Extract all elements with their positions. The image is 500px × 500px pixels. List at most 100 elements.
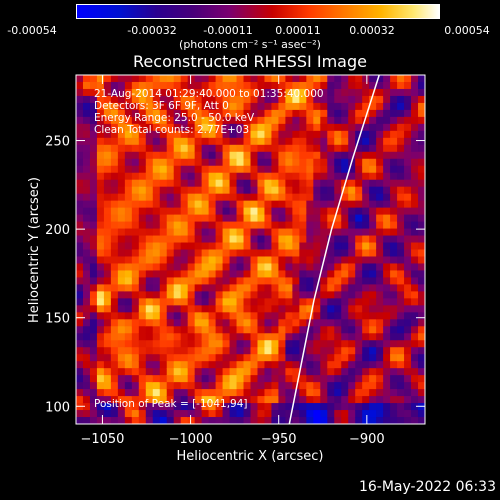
heatmap-cell bbox=[138, 130, 147, 139]
heatmap-cell bbox=[299, 298, 307, 306]
heatmap-cell bbox=[327, 193, 335, 202]
heatmap-cell bbox=[194, 116, 203, 125]
heatmap-cell bbox=[313, 382, 321, 390]
heatmap-cell bbox=[355, 151, 363, 160]
heatmap-cell bbox=[194, 340, 203, 348]
heatmap-cell bbox=[292, 256, 300, 265]
heatmap-cell bbox=[383, 200, 391, 209]
heatmap-cell bbox=[355, 81, 363, 90]
heatmap-cell bbox=[404, 207, 412, 216]
heatmap-cell bbox=[103, 417, 112, 424]
heatmap-cell bbox=[383, 389, 391, 397]
heatmap-cell bbox=[285, 270, 293, 279]
heatmap-cell bbox=[362, 326, 370, 334]
heatmap-cell bbox=[152, 228, 161, 237]
heatmap-cell bbox=[341, 403, 349, 411]
heatmap-cell bbox=[299, 403, 307, 411]
heatmap-cell bbox=[341, 235, 349, 244]
heatmap-cell bbox=[222, 340, 231, 348]
heatmap-cell bbox=[397, 221, 405, 230]
heatmap-cell bbox=[194, 151, 203, 160]
heatmap-cell bbox=[173, 291, 182, 299]
heatmap-cell bbox=[166, 396, 175, 404]
heatmap-cell bbox=[257, 403, 266, 411]
heatmap-cell bbox=[76, 340, 84, 348]
heatmap-cell bbox=[369, 347, 377, 355]
heatmap-cell bbox=[180, 186, 189, 195]
heatmap-cell bbox=[278, 270, 286, 279]
heatmap-cell bbox=[124, 298, 133, 306]
heatmap-cell bbox=[327, 270, 335, 279]
heatmap-cell bbox=[376, 109, 384, 118]
heatmap-cell bbox=[222, 214, 231, 223]
heatmap-cell bbox=[250, 75, 259, 83]
heatmap-cell bbox=[369, 235, 377, 244]
heatmap-cell bbox=[187, 291, 196, 299]
heatmap-cell bbox=[257, 200, 266, 209]
heatmap-cell bbox=[348, 305, 356, 313]
heatmap-cell bbox=[243, 270, 252, 279]
heatmap-cell bbox=[229, 200, 238, 209]
heatmap-cell bbox=[187, 361, 196, 369]
heatmap-cell bbox=[173, 102, 182, 111]
heatmap-cell bbox=[341, 75, 349, 83]
heatmap-cell bbox=[117, 354, 126, 362]
heatmap-cell bbox=[362, 270, 370, 279]
heatmap-cell bbox=[110, 375, 119, 383]
heatmap-cell bbox=[341, 151, 349, 160]
y-tick-label: 250 bbox=[45, 135, 70, 150]
heatmap-cell bbox=[76, 130, 84, 139]
heatmap-cell bbox=[138, 109, 147, 118]
heatmap-cell bbox=[271, 95, 280, 104]
heatmap-cell bbox=[110, 298, 119, 306]
heatmap-cell bbox=[292, 221, 300, 230]
heatmap-cell bbox=[376, 382, 384, 390]
heatmap-cell bbox=[418, 151, 425, 160]
heatmap-cell bbox=[159, 305, 168, 313]
heatmap-cell bbox=[187, 130, 196, 139]
heatmap-cell bbox=[131, 95, 140, 104]
heatmap-cell bbox=[194, 270, 203, 279]
heatmap-cell bbox=[138, 75, 147, 83]
heatmap-cell bbox=[313, 81, 321, 90]
heatmap-cell bbox=[257, 410, 266, 418]
heatmap-cell bbox=[355, 319, 363, 327]
heatmap-cell bbox=[222, 333, 231, 341]
heatmap-cell bbox=[201, 319, 210, 327]
heatmap-cell bbox=[383, 368, 391, 376]
heatmap-cell bbox=[306, 333, 314, 341]
heatmap-cell bbox=[334, 298, 342, 306]
heatmap-cell bbox=[173, 333, 182, 341]
heatmap-cell bbox=[152, 270, 161, 279]
heatmap-cell bbox=[418, 144, 425, 153]
heatmap-cell bbox=[103, 249, 112, 258]
plot-frame bbox=[75, 74, 426, 425]
heatmap-cell bbox=[334, 221, 342, 230]
heatmap-cell bbox=[76, 263, 84, 272]
heatmap-cell bbox=[390, 193, 398, 202]
heatmap-cell bbox=[138, 403, 147, 411]
heatmap-cell bbox=[355, 186, 363, 195]
heatmap-cell bbox=[180, 200, 189, 209]
heatmap-cell bbox=[208, 354, 217, 362]
heatmap-cell bbox=[411, 109, 419, 118]
heatmap-cell bbox=[313, 249, 321, 258]
heatmap-cell bbox=[383, 305, 391, 313]
heatmap-cell bbox=[306, 270, 314, 279]
heatmap-cell bbox=[117, 270, 126, 279]
heatmap-cell bbox=[285, 151, 293, 160]
heatmap-cell bbox=[397, 207, 405, 216]
heatmap-cell bbox=[271, 172, 280, 181]
heatmap-cell bbox=[229, 319, 238, 327]
heatmap-cell bbox=[166, 109, 175, 118]
heatmap-cell bbox=[362, 102, 370, 111]
heatmap-cell bbox=[110, 95, 119, 104]
heatmap-cell bbox=[320, 186, 328, 195]
heatmap-cell bbox=[320, 137, 328, 146]
heatmap-cell bbox=[236, 256, 245, 265]
heatmap-cell bbox=[292, 263, 300, 272]
heatmap-cell bbox=[89, 403, 98, 411]
heatmap-cell bbox=[208, 312, 217, 320]
heatmap-cell bbox=[222, 347, 231, 355]
heatmap-cell bbox=[103, 340, 112, 348]
